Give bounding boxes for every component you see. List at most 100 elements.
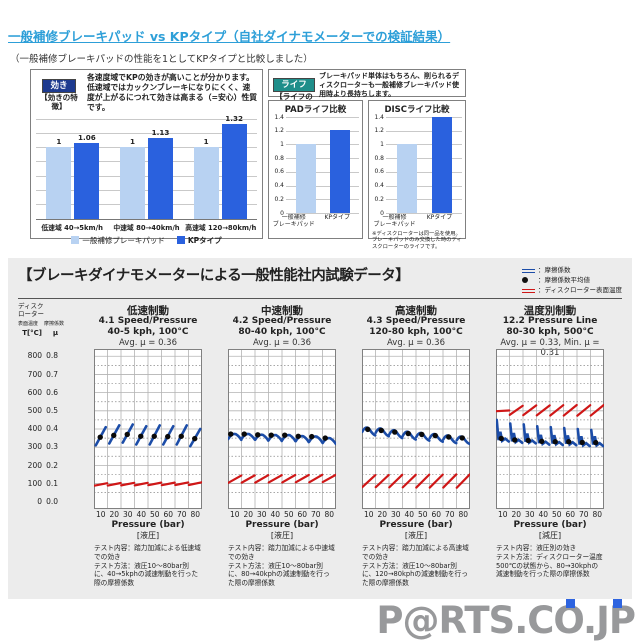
effectiveness-description: 各速度域でKPの効きが高いことが分かります。低速域ではカックンブレーキになりにく… xyxy=(87,73,258,113)
rotor-temp-segment xyxy=(442,473,458,489)
life-ytick: 1.2 xyxy=(374,127,384,135)
eff-bar-value: 1.13 xyxy=(151,127,170,137)
axis-temp-tick: 200 xyxy=(27,460,42,470)
axis-mu-tick: 0.1 xyxy=(46,478,58,488)
avg-mu-dot xyxy=(365,426,371,433)
life-ytick: 0.4 xyxy=(374,182,384,190)
rotor-temp-segment xyxy=(535,404,551,417)
panel-x-tick: 50 xyxy=(551,510,562,520)
axis-temp-tick: 300 xyxy=(27,442,42,452)
life-category-label: KPタイプ xyxy=(324,214,351,221)
panel-x-axis-sublabel: [液圧] xyxy=(136,531,160,541)
avg-mu-dot xyxy=(525,437,531,444)
eff-bar xyxy=(46,147,72,219)
avg-mu-dot xyxy=(566,439,572,445)
axis-temp-unit: T[°C] xyxy=(22,328,42,337)
disc-life-chart: 1.4 1.2 1 0.8 0.6 0.4 0.2 0 xyxy=(372,114,462,217)
rotor-temp-segment xyxy=(187,481,202,487)
parts-co-jp-watermark: P@RTS.CO.JP xyxy=(376,599,636,642)
panel-x-tick: 20 xyxy=(109,510,120,520)
life-ytick: 1.2 xyxy=(274,127,284,135)
eff-bar xyxy=(120,147,145,219)
gridline xyxy=(286,130,359,132)
panel-x-tick: 10 xyxy=(497,510,508,520)
axis-friction-label: 摩擦係数 xyxy=(44,320,65,327)
panel-test-method: テスト方法：液圧10～80bar別に、40→5kphの減速制動を行った際の摩擦係… xyxy=(94,561,199,587)
axis-temp-tick: 0 xyxy=(37,496,42,506)
axis-temp-tick: 400 xyxy=(27,424,42,434)
rotor-temp-segment xyxy=(388,473,404,489)
legend-swatch-icon xyxy=(176,235,185,244)
rotor-temp-segment xyxy=(147,481,163,487)
rotor-temp-segment xyxy=(401,473,417,489)
panel-condition: 120-80 kph, 100°C xyxy=(369,327,463,338)
panel-x-tick: 10 xyxy=(95,510,106,520)
panel-x-tick: 30 xyxy=(256,510,267,520)
panel-test-method: テスト方法：液圧10～80bar別に、80→40kphの減速制動を行った際の摩擦… xyxy=(228,561,330,587)
watermark-blue-square-icon xyxy=(566,599,575,608)
panel-x-tick: 40 xyxy=(136,510,147,520)
panel-test-description: テスト内容：踏力加減による高速域での効き テスト方法：液圧10～80bar別に、1… xyxy=(362,544,470,588)
section-divider xyxy=(18,298,622,300)
gridline xyxy=(36,161,257,163)
avg-mu-dot xyxy=(322,435,328,441)
dyno-legend-row: ：摩擦係数平均値 xyxy=(521,275,622,285)
avg-mu-dot xyxy=(295,433,301,440)
shared-y-axis: ディスク ローター 表面温度 摩擦係数 T[°C] μ 800 0.8 700 0.7… xyxy=(18,302,68,515)
panel-test-description: テスト内容：液圧別の効き テスト方法：ディスクローター温度500℃の状態から、80… xyxy=(496,544,604,579)
life-header: ライフ 【ライフの特徴】 ブレーキパッド単体はもちろん、削られるディスクローター… xyxy=(268,69,466,110)
disc-life-box: DISCライフ比較 1.4 1.2 1 0.8 0.6 0.4 0.2 0 一般補修 ブレーキ… xyxy=(368,100,466,250)
panel-x-tick: 80 xyxy=(592,510,603,520)
avg-mu-dot xyxy=(419,431,425,438)
watermark-text: P@RTS.CO.JP xyxy=(376,599,636,642)
gridline xyxy=(286,117,359,118)
avg-mu-dot xyxy=(97,434,103,441)
life-category-label: 一般補修 ブレーキパッド xyxy=(272,214,315,228)
axis-temp-tick: 500 xyxy=(27,406,42,415)
avg-mu-dot xyxy=(593,440,599,446)
life-ytick: 1 xyxy=(380,140,384,148)
life-description: ブレーキパッド単体はもちろん、削られるディスクローターも一般補修ブレーキパッド使… xyxy=(319,72,459,99)
axis-temp-tick: 100 xyxy=(27,478,42,488)
eff-category-label: 低速域 40→5km/h xyxy=(41,223,103,232)
eff-legend-item: 一般補修ブレーキパッド xyxy=(71,235,165,246)
rotor-temp-segment xyxy=(455,473,470,490)
life-ytick: 0.6 xyxy=(374,168,384,176)
rotor-temp-segment xyxy=(576,404,592,418)
axis-tick-row: 500 0.5 xyxy=(18,406,62,415)
gridline xyxy=(286,171,359,173)
panel-x-axis-label: Pressure (bar) xyxy=(379,520,453,531)
rotor-temp-segment xyxy=(174,481,190,487)
dyno-section-headrow: 【ブレーキダイナモメーターによる一般性能社内試験データ】 ：摩擦係数 ：摩擦係数平… xyxy=(18,264,622,295)
avg-mu-dot xyxy=(282,432,288,439)
rotor-temp-segment xyxy=(240,474,256,484)
axis-mu-tick: 0.3 xyxy=(46,442,58,452)
legend-dot-icon xyxy=(521,277,528,284)
rotor-temp-segment xyxy=(267,474,283,484)
panel-test-content: テスト内容：踏力加減による低速域での効き xyxy=(94,544,201,561)
dyno-legend-row: ：摩擦係数 xyxy=(521,265,622,275)
avg-mu-dot xyxy=(178,433,184,440)
panel-avg-mu: Avg. μ = 0.36 xyxy=(252,338,311,349)
axis-tick-row: 600 0.6 xyxy=(18,388,62,397)
eff-category-label: 高速域 120→80km/h xyxy=(185,223,257,232)
avg-mu-dot xyxy=(241,431,247,437)
panel-x-axis-sublabel: [減圧] xyxy=(538,531,562,541)
avg-mu-dot xyxy=(309,434,315,440)
avg-mu-dot xyxy=(228,431,234,437)
panel-title: 温度別制動 xyxy=(523,305,577,318)
panel-avg-mu: Avg. μ = 0.36 xyxy=(118,338,177,349)
dyno-legend-row: ：ディスクローター表面温度 xyxy=(521,285,622,295)
panel-x-tick: 40 xyxy=(270,510,281,520)
rotor-temp-segment xyxy=(228,474,243,485)
gridline xyxy=(36,204,257,206)
axis-surface-temp-label: 表面温度 xyxy=(18,320,39,327)
axis-mu-tick: 0.5 xyxy=(46,406,58,415)
effectiveness-x-labels: 低速域 40→5km/h 中速域 80→40km/h 高速域 120→80km/h xyxy=(35,222,258,232)
axis-mu-tick: 0.8 xyxy=(46,351,58,361)
panel-high-speed: 高速制動 4.3 Speed/Pressure 120-80 kph, 100°C A… xyxy=(362,303,470,588)
axis-tick-row: 400 0.4 xyxy=(18,424,62,433)
panel-x-ticks: 10 20 30 40 50 60 70 80 xyxy=(94,510,202,520)
pad-life-yaxis: 1.4 1.2 1 0.8 0.6 0.4 0.2 0 xyxy=(272,114,286,217)
eff-bar xyxy=(148,137,173,219)
